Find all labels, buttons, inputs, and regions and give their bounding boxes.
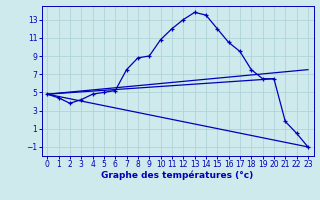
X-axis label: Graphe des températures (°c): Graphe des températures (°c): [101, 171, 254, 180]
